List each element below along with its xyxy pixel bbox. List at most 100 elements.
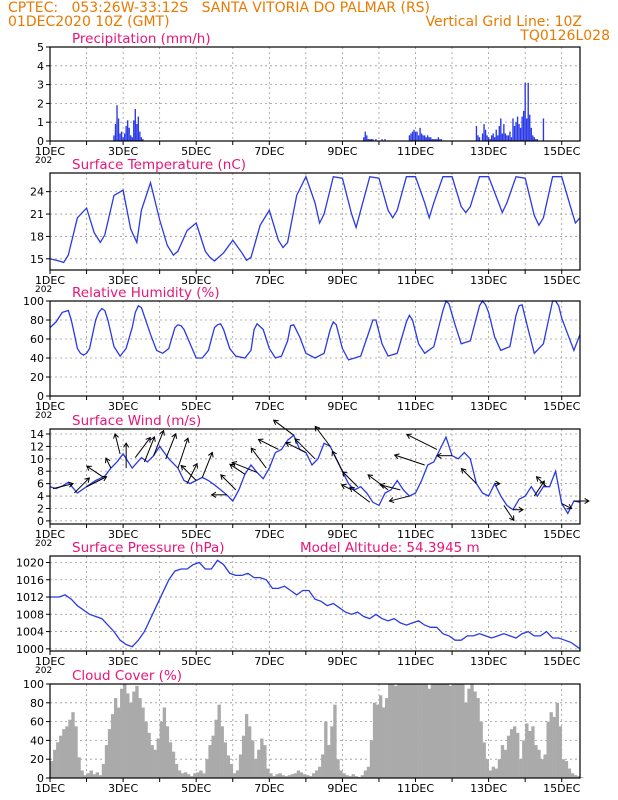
x-tick-label: 5DEC (181, 145, 211, 158)
y-tick-label: 1016 (16, 574, 44, 587)
cloud-cover-bar (464, 702, 468, 778)
cloud-cover-bar (299, 772, 304, 778)
cloud-cover-bar (570, 773, 575, 778)
y-tick-label: 21 (30, 208, 44, 221)
precip-bar (126, 120, 129, 141)
precip-bar (427, 135, 429, 141)
x-tick-label: 11DEC (397, 528, 434, 541)
cloud-cover-bar (232, 773, 237, 778)
precip-bar (501, 133, 504, 141)
wind-arrow (294, 438, 316, 460)
cloud-cover-bar (68, 719, 72, 778)
cloud-cover-bar (296, 770, 301, 778)
wind-arrow (231, 461, 258, 473)
wind-arrow (186, 462, 198, 484)
cloud-cover-bar (467, 688, 471, 778)
cloud-cover-bar (65, 726, 69, 778)
wind-arrow (314, 425, 331, 447)
cloud-cover-bar (415, 684, 419, 778)
precip-bar (507, 135, 510, 141)
y-tick-label: 100 (23, 295, 44, 308)
x-tick-label: 13DEC (470, 145, 507, 158)
x-tick-label: 7DEC (254, 655, 284, 668)
cloud-cover-bar (174, 763, 179, 778)
precip-bar (518, 124, 520, 141)
precip-bar (522, 110, 525, 141)
cloud-cover-bar (153, 749, 157, 778)
cloud-cover-bar (92, 774, 96, 778)
cloud-cover-bar (71, 712, 75, 778)
cloud-cover-bar (540, 759, 544, 778)
cloud-cover-bar (86, 773, 90, 778)
precip-bar (509, 131, 511, 141)
cloud-cover-bar (229, 763, 234, 778)
precip-title: Precipitation (mm/h) (72, 31, 211, 47)
precip-bar (410, 133, 412, 141)
cloud-cover-bar (427, 688, 432, 778)
x-tick-label: 7DEC (254, 528, 284, 541)
precip-bar (504, 133, 507, 141)
precip-bar (363, 137, 365, 141)
y-tick-label: 18 (30, 230, 44, 243)
cloud-cover-bar (141, 707, 145, 778)
cloud-cover-bar (406, 684, 410, 778)
wind-arrow (229, 463, 246, 475)
y-tick-label: 1 (37, 116, 44, 129)
wind-arrow (379, 482, 401, 491)
precip-bar (492, 133, 494, 141)
precip-bar (133, 120, 135, 141)
cloud-cover-bar (342, 773, 346, 778)
pres-frame (49, 555, 581, 652)
cloud-frame (49, 683, 581, 779)
x-tick-label: 3DEC (108, 400, 138, 413)
cloud-cover-bar (95, 772, 100, 778)
wind-arrow (340, 483, 352, 491)
precip-bar (515, 122, 517, 141)
cloud-cover-bar (110, 714, 115, 778)
cloud-cover-bar (104, 745, 109, 778)
cloud-cover-bar (528, 731, 532, 778)
x-tick-label: 5DEC (181, 528, 211, 541)
cloud-cover-bar (552, 716, 556, 778)
x-tick-label: 9DEC (327, 655, 357, 668)
wind-arrow (272, 419, 294, 436)
x-tick-label: 7DEC (254, 782, 284, 795)
precip-bar (524, 82, 526, 141)
precip-bar (542, 118, 545, 141)
cloud-cover-bar (260, 738, 264, 778)
y-tick-label: 8 (37, 465, 44, 478)
pres-panel: 1000 1004 1008 1012 1016 1020 1DEC 3DEC 5DEC 7DEC… (16, 540, 581, 676)
x-tick-label: 11DEC (397, 400, 434, 413)
precip-bar (475, 125, 478, 141)
cloud-cover-bar (412, 684, 416, 778)
x-tick-label: 3DEC (108, 782, 138, 795)
precip-bar (425, 137, 427, 141)
cloud-cover-bar (113, 698, 118, 778)
wind-arrow (153, 429, 165, 456)
cloud-cover-bar (388, 684, 392, 778)
temp-panel: 15 18 21 24 1DEC 3DEC 5DEC 7DEC 9DEC 11DEC 13DEC 15… (30, 157, 581, 295)
cloud-cover-bar (156, 738, 160, 778)
precip-bar (487, 137, 490, 141)
precip-bar (142, 139, 144, 141)
precip-bar (413, 129, 415, 141)
y-tick-label: 6 (37, 478, 44, 491)
cloud-cover-bar (385, 698, 389, 778)
precip-bar (139, 131, 141, 141)
cloud-cover-bar (442, 684, 447, 778)
x-tick-label: 15DEC (543, 145, 580, 158)
cloud-cover-bar (409, 684, 413, 778)
rh-series-line (49, 299, 581, 361)
cloud-cover-bar (190, 776, 194, 778)
precip-bar (122, 137, 124, 141)
cloud-cover-bar (315, 770, 319, 778)
wind-arrow (134, 436, 151, 458)
precip-bar (119, 133, 121, 141)
cloud-cover-bar (223, 742, 227, 778)
cloud-cover-bar (177, 770, 182, 778)
cloud-cover-bar (50, 761, 54, 778)
cloud-cover-bar (56, 742, 60, 778)
cloud-cover-bar (120, 688, 124, 778)
cloud-cover-bar (244, 714, 249, 778)
y-tick-label: 0 (37, 772, 44, 785)
